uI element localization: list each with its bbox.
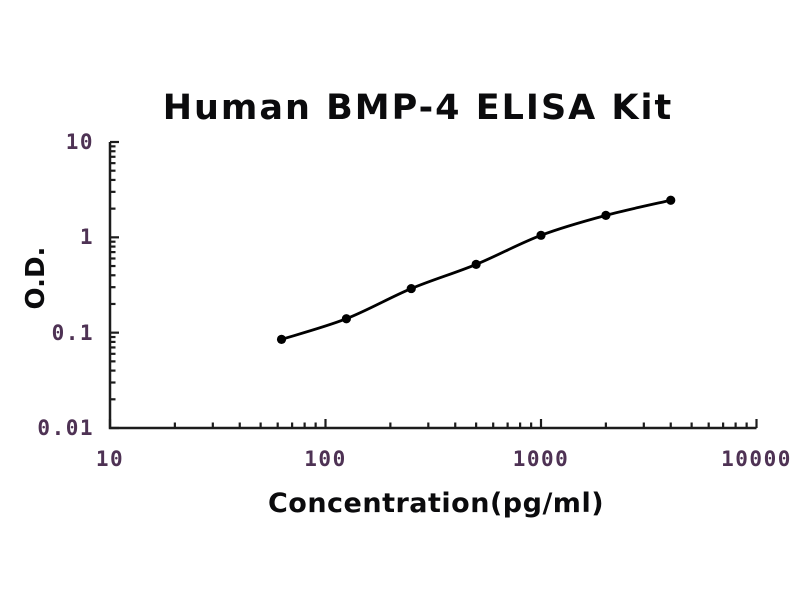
x-tick-label: 10000 <box>721 447 792 471</box>
data-point-marker <box>666 195 676 205</box>
data-point-marker <box>406 283 416 294</box>
y-tick-label: 1 <box>79 225 94 250</box>
data-point-marker <box>341 314 351 324</box>
y-tick-label: 0.01 <box>37 416 94 440</box>
x-axis-label: Concentration(pg/ml) <box>267 488 605 519</box>
y-tick-label: 0.1 <box>51 320 94 345</box>
data-point-marker <box>601 210 611 220</box>
standard-curve-line <box>280 198 673 341</box>
data-point-marker <box>276 334 287 344</box>
x-tick-label: 10 <box>95 447 125 471</box>
data-point-marker <box>471 259 481 270</box>
axis-lines <box>108 142 757 430</box>
y-tick-label: 10 <box>65 130 94 154</box>
x-tick-label: 100 <box>304 447 347 471</box>
chart-title: Human BMP-4 ELISA Kit <box>162 88 674 128</box>
x-tick-label: 1000 <box>512 447 570 471</box>
data-point-marker <box>536 230 546 240</box>
